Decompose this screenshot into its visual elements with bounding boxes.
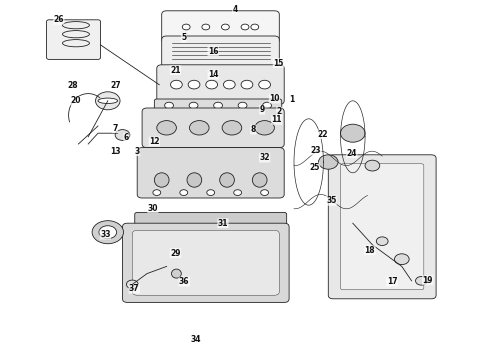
Circle shape: [234, 190, 242, 195]
Circle shape: [153, 190, 161, 195]
Text: 10: 10: [269, 94, 280, 103]
Text: 13: 13: [110, 148, 121, 157]
Text: 29: 29: [170, 249, 181, 258]
FancyBboxPatch shape: [142, 108, 284, 148]
Text: 23: 23: [311, 146, 321, 155]
FancyBboxPatch shape: [162, 11, 279, 43]
Text: 25: 25: [309, 163, 320, 172]
Ellipse shape: [220, 173, 234, 187]
Circle shape: [255, 121, 274, 135]
Circle shape: [365, 160, 380, 171]
Text: 16: 16: [208, 47, 219, 56]
Text: 6: 6: [124, 134, 129, 143]
Circle shape: [223, 80, 235, 89]
Text: 2: 2: [277, 107, 282, 116]
Circle shape: [115, 130, 130, 140]
Circle shape: [171, 80, 182, 89]
Ellipse shape: [172, 269, 181, 278]
Text: 17: 17: [387, 277, 397, 286]
Text: 34: 34: [191, 335, 201, 343]
Text: 28: 28: [67, 81, 78, 90]
Text: 11: 11: [271, 115, 282, 125]
Text: 35: 35: [326, 197, 337, 205]
FancyBboxPatch shape: [154, 99, 282, 112]
Text: 5: 5: [181, 33, 186, 42]
Circle shape: [190, 121, 209, 135]
Circle shape: [222, 121, 242, 135]
Circle shape: [182, 24, 190, 30]
Circle shape: [214, 102, 222, 109]
Circle shape: [416, 276, 427, 285]
Text: 32: 32: [259, 153, 270, 162]
Circle shape: [126, 280, 138, 289]
Text: 14: 14: [208, 70, 219, 79]
Circle shape: [165, 102, 173, 109]
Circle shape: [241, 24, 249, 30]
Text: 24: 24: [346, 149, 357, 158]
Ellipse shape: [154, 173, 169, 187]
Circle shape: [207, 190, 215, 195]
FancyBboxPatch shape: [132, 230, 279, 295]
Circle shape: [263, 102, 271, 109]
Circle shape: [202, 24, 210, 30]
Text: 22: 22: [317, 130, 328, 139]
Circle shape: [189, 102, 198, 109]
Text: 30: 30: [147, 204, 158, 212]
Circle shape: [96, 92, 120, 110]
Text: 21: 21: [170, 66, 181, 75]
Text: 15: 15: [273, 59, 284, 68]
Ellipse shape: [187, 173, 202, 187]
Circle shape: [241, 80, 253, 89]
Text: 4: 4: [233, 5, 238, 14]
Text: 7: 7: [113, 124, 118, 133]
Text: 20: 20: [71, 96, 81, 105]
FancyBboxPatch shape: [122, 223, 289, 302]
Circle shape: [157, 121, 176, 135]
Text: 33: 33: [100, 230, 111, 239]
Circle shape: [376, 237, 388, 246]
Circle shape: [259, 80, 270, 89]
FancyBboxPatch shape: [47, 20, 100, 59]
FancyBboxPatch shape: [137, 148, 284, 198]
Circle shape: [99, 226, 117, 239]
Text: 26: 26: [53, 15, 64, 24]
Circle shape: [394, 254, 409, 265]
Text: 31: 31: [218, 219, 228, 228]
Ellipse shape: [252, 173, 267, 187]
Text: 9: 9: [260, 105, 265, 114]
Circle shape: [341, 124, 365, 142]
Circle shape: [221, 24, 229, 30]
Circle shape: [261, 190, 269, 195]
Circle shape: [206, 80, 218, 89]
Circle shape: [238, 102, 247, 109]
FancyBboxPatch shape: [341, 164, 424, 290]
Text: 37: 37: [129, 284, 140, 293]
Circle shape: [251, 24, 259, 30]
FancyBboxPatch shape: [135, 212, 287, 225]
Text: 8: 8: [251, 125, 256, 134]
Text: 36: 36: [179, 277, 190, 286]
Text: 1: 1: [289, 95, 294, 104]
FancyBboxPatch shape: [328, 155, 436, 299]
FancyBboxPatch shape: [162, 36, 279, 68]
FancyBboxPatch shape: [157, 65, 284, 104]
Text: 3: 3: [135, 147, 140, 156]
Circle shape: [92, 221, 123, 244]
Text: 18: 18: [365, 246, 375, 255]
Text: 27: 27: [111, 81, 122, 90]
Circle shape: [188, 80, 200, 89]
Ellipse shape: [98, 98, 118, 104]
Text: 19: 19: [422, 276, 433, 284]
Circle shape: [318, 155, 338, 169]
Text: 12: 12: [149, 137, 160, 146]
Circle shape: [180, 190, 188, 195]
